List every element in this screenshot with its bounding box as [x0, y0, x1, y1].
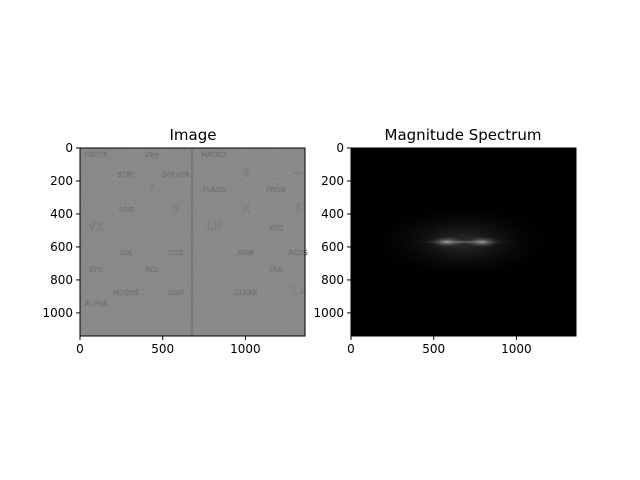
- key-label: SOLVER: [162, 171, 189, 179]
- spectrum-panel: Magnitude Spectrum 0 500 1000 0 200 400 600 80…: [313, 126, 577, 356]
- image-y-tick-label: 200: [50, 174, 73, 188]
- key-label: SIN: [120, 249, 132, 257]
- image-panel: Image ENTER x≷y MATRIX STAT SOLVER 9 ÷ 7 FLAGS PR…: [42, 126, 308, 356]
- key-label: STO: [89, 266, 104, 274]
- calculator-key-labels: ENTER x≷y MATRIX STAT SOLVER 9 ÷ 7 FLAGS PROB 6 × 4 L…: [84, 151, 308, 308]
- image-x-tick-label: 500: [151, 342, 174, 356]
- spectrum-y-tick-label: 400: [321, 207, 344, 221]
- spectrum-y-axis: 0 200 400 600 800 1000: [313, 141, 351, 320]
- key-label: 6: [172, 201, 180, 215]
- key-label: x≷y: [145, 151, 159, 159]
- key-label: ACOS: [288, 249, 308, 257]
- key-label: 4: [294, 201, 302, 215]
- key-label: MODES: [113, 289, 139, 297]
- key-label: MATRIX: [201, 151, 227, 159]
- image-y-tick-label: 800: [50, 273, 73, 287]
- spectrum-y-tick-label: 200: [321, 174, 344, 188]
- key-label: PROB: [266, 186, 286, 194]
- image-x-tick-label: 1000: [230, 342, 261, 356]
- key-label: ASIN: [238, 249, 255, 257]
- key-label: CLEAR: [235, 289, 258, 297]
- image-title: Image: [170, 126, 217, 144]
- key-label: ENTER: [84, 151, 107, 159]
- key-label: FLAGS: [203, 186, 226, 194]
- spectrum-y-tick-label: 1000: [313, 306, 344, 320]
- image-heatmap: ENTER x≷y MATRIX STAT SOLVER 9 ÷ 7 FLAGS PROB 6 × 4 L…: [80, 148, 308, 336]
- spectrum-title: Magnitude Spectrum: [385, 126, 542, 144]
- key-label: COS: [169, 249, 184, 257]
- image-y-tick-label: 600: [50, 240, 73, 254]
- spectrum-axes-frame: [350, 147, 577, 337]
- key-label: DISP: [168, 289, 184, 297]
- image-y-tick-label: 0: [65, 141, 73, 155]
- spectrum-x-tick-label: 500: [422, 342, 445, 356]
- spectrum-heatmap: [351, 148, 576, 336]
- key-label: √x: [89, 219, 104, 233]
- spectrum-y-tick-label: 800: [321, 273, 344, 287]
- spectrum-y-tick-label: 600: [321, 240, 344, 254]
- spectrum-x-tick-label: 0: [347, 342, 355, 356]
- key-label: ALPHA: [85, 300, 108, 308]
- key-label: XEQ: [269, 224, 284, 232]
- image-x-axis: 0 500 1000: [76, 336, 261, 356]
- key-label: R↓: [289, 284, 307, 298]
- image-y-axis: 0 200 400 600 800 1000: [42, 141, 80, 320]
- key-label: ×: [241, 201, 251, 215]
- key-label: LN: [206, 219, 222, 233]
- image-y-tick-label: 1000: [42, 306, 73, 320]
- spectrum-y-tick-label: 0: [336, 141, 344, 155]
- key-label: 9: [242, 166, 250, 180]
- image-axes-frame: [79, 147, 306, 337]
- key-label: LOG: [119, 206, 134, 214]
- image-x-tick-label: 0: [76, 342, 84, 356]
- key-label: ÷: [293, 166, 303, 180]
- key-label: RCL: [145, 266, 158, 274]
- key-label: STAT: [118, 171, 135, 179]
- key-label: 7: [148, 181, 156, 195]
- image-y-tick-label: 400: [50, 207, 73, 221]
- spectrum-x-tick-label: 1000: [501, 342, 532, 356]
- spectrum-x-axis: 0 500 1000: [347, 336, 532, 356]
- key-label: TAN: [268, 266, 283, 274]
